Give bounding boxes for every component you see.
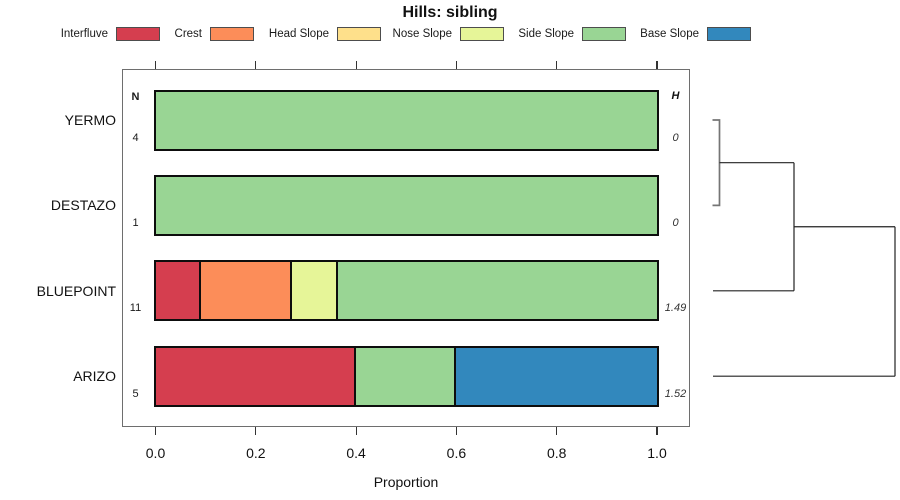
bar-segment — [356, 347, 457, 405]
bar-segment — [155, 347, 357, 405]
n-column-header: N — [131, 91, 140, 103]
bar-segment — [201, 262, 293, 320]
x-tick-label: 0.2 — [246, 445, 266, 461]
h-value: 0 — [672, 131, 679, 144]
bar-row — [153, 174, 659, 236]
x-tick-bottom — [255, 427, 257, 435]
bar-row — [153, 89, 659, 151]
legend-swatch — [210, 27, 254, 41]
x-tick-top — [455, 61, 457, 69]
x-tick-top — [656, 61, 658, 69]
bar-segment — [456, 347, 657, 405]
n-value: 4 — [132, 131, 139, 144]
n-value: 1 — [132, 216, 139, 229]
legend-swatch — [460, 27, 504, 41]
x-tick-top — [355, 61, 357, 69]
x-tick-label: 1.0 — [647, 445, 667, 461]
bar-segment — [337, 262, 657, 320]
legend-label: Head Slope — [268, 28, 329, 40]
x-tick-bottom — [656, 427, 658, 435]
bar-segment — [292, 262, 338, 320]
legend-swatch — [707, 27, 751, 41]
h-value: 1.49 — [664, 302, 687, 315]
h-column-header: H — [671, 90, 680, 102]
legend-swatch — [116, 27, 160, 41]
h-value: 0 — [672, 216, 679, 229]
legend-label: Base Slope — [640, 28, 699, 40]
row-label: BLUEPOINT — [36, 282, 116, 299]
legend-label: Crest — [174, 28, 202, 40]
legend-swatch — [582, 27, 626, 41]
legend-label: Side Slope — [518, 28, 574, 40]
legend-label: Nose Slope — [392, 28, 452, 40]
row-label: ARIZO — [73, 368, 116, 385]
plot-box — [121, 69, 690, 427]
x-tick-label: 0.8 — [546, 445, 567, 461]
n-value: 11 — [129, 302, 142, 315]
x-tick-label: 0.6 — [446, 445, 467, 461]
x-tick-top — [154, 61, 157, 69]
x-tick-label: 0.4 — [346, 445, 366, 461]
x-axis-label: Proportion — [373, 474, 439, 490]
x-tick-top — [556, 61, 558, 69]
row-label: YERMO — [64, 112, 116, 128]
legend: Interfluve Crest Head Slope Nose Slope Side … — [0, 0, 900, 50]
legend-swatch — [337, 27, 381, 41]
x-tick-label: 0.0 — [145, 445, 166, 461]
bar-row — [153, 345, 659, 407]
legend-label: Interfluve — [60, 28, 108, 40]
h-value: 1.52 — [664, 387, 687, 400]
row-label: DESTAZO — [50, 197, 116, 214]
bar-segment — [155, 91, 657, 149]
bar-segment — [155, 262, 202, 320]
x-tick-top — [255, 61, 257, 69]
x-tick-bottom — [556, 427, 558, 435]
chart-title: Hills: sibling — [402, 4, 498, 21]
x-tick-bottom — [455, 427, 457, 435]
n-value: 5 — [132, 387, 139, 400]
bar-row — [153, 260, 659, 322]
x-tick-bottom — [355, 427, 357, 435]
x-tick-bottom — [154, 427, 157, 435]
bar-segment — [155, 176, 657, 234]
